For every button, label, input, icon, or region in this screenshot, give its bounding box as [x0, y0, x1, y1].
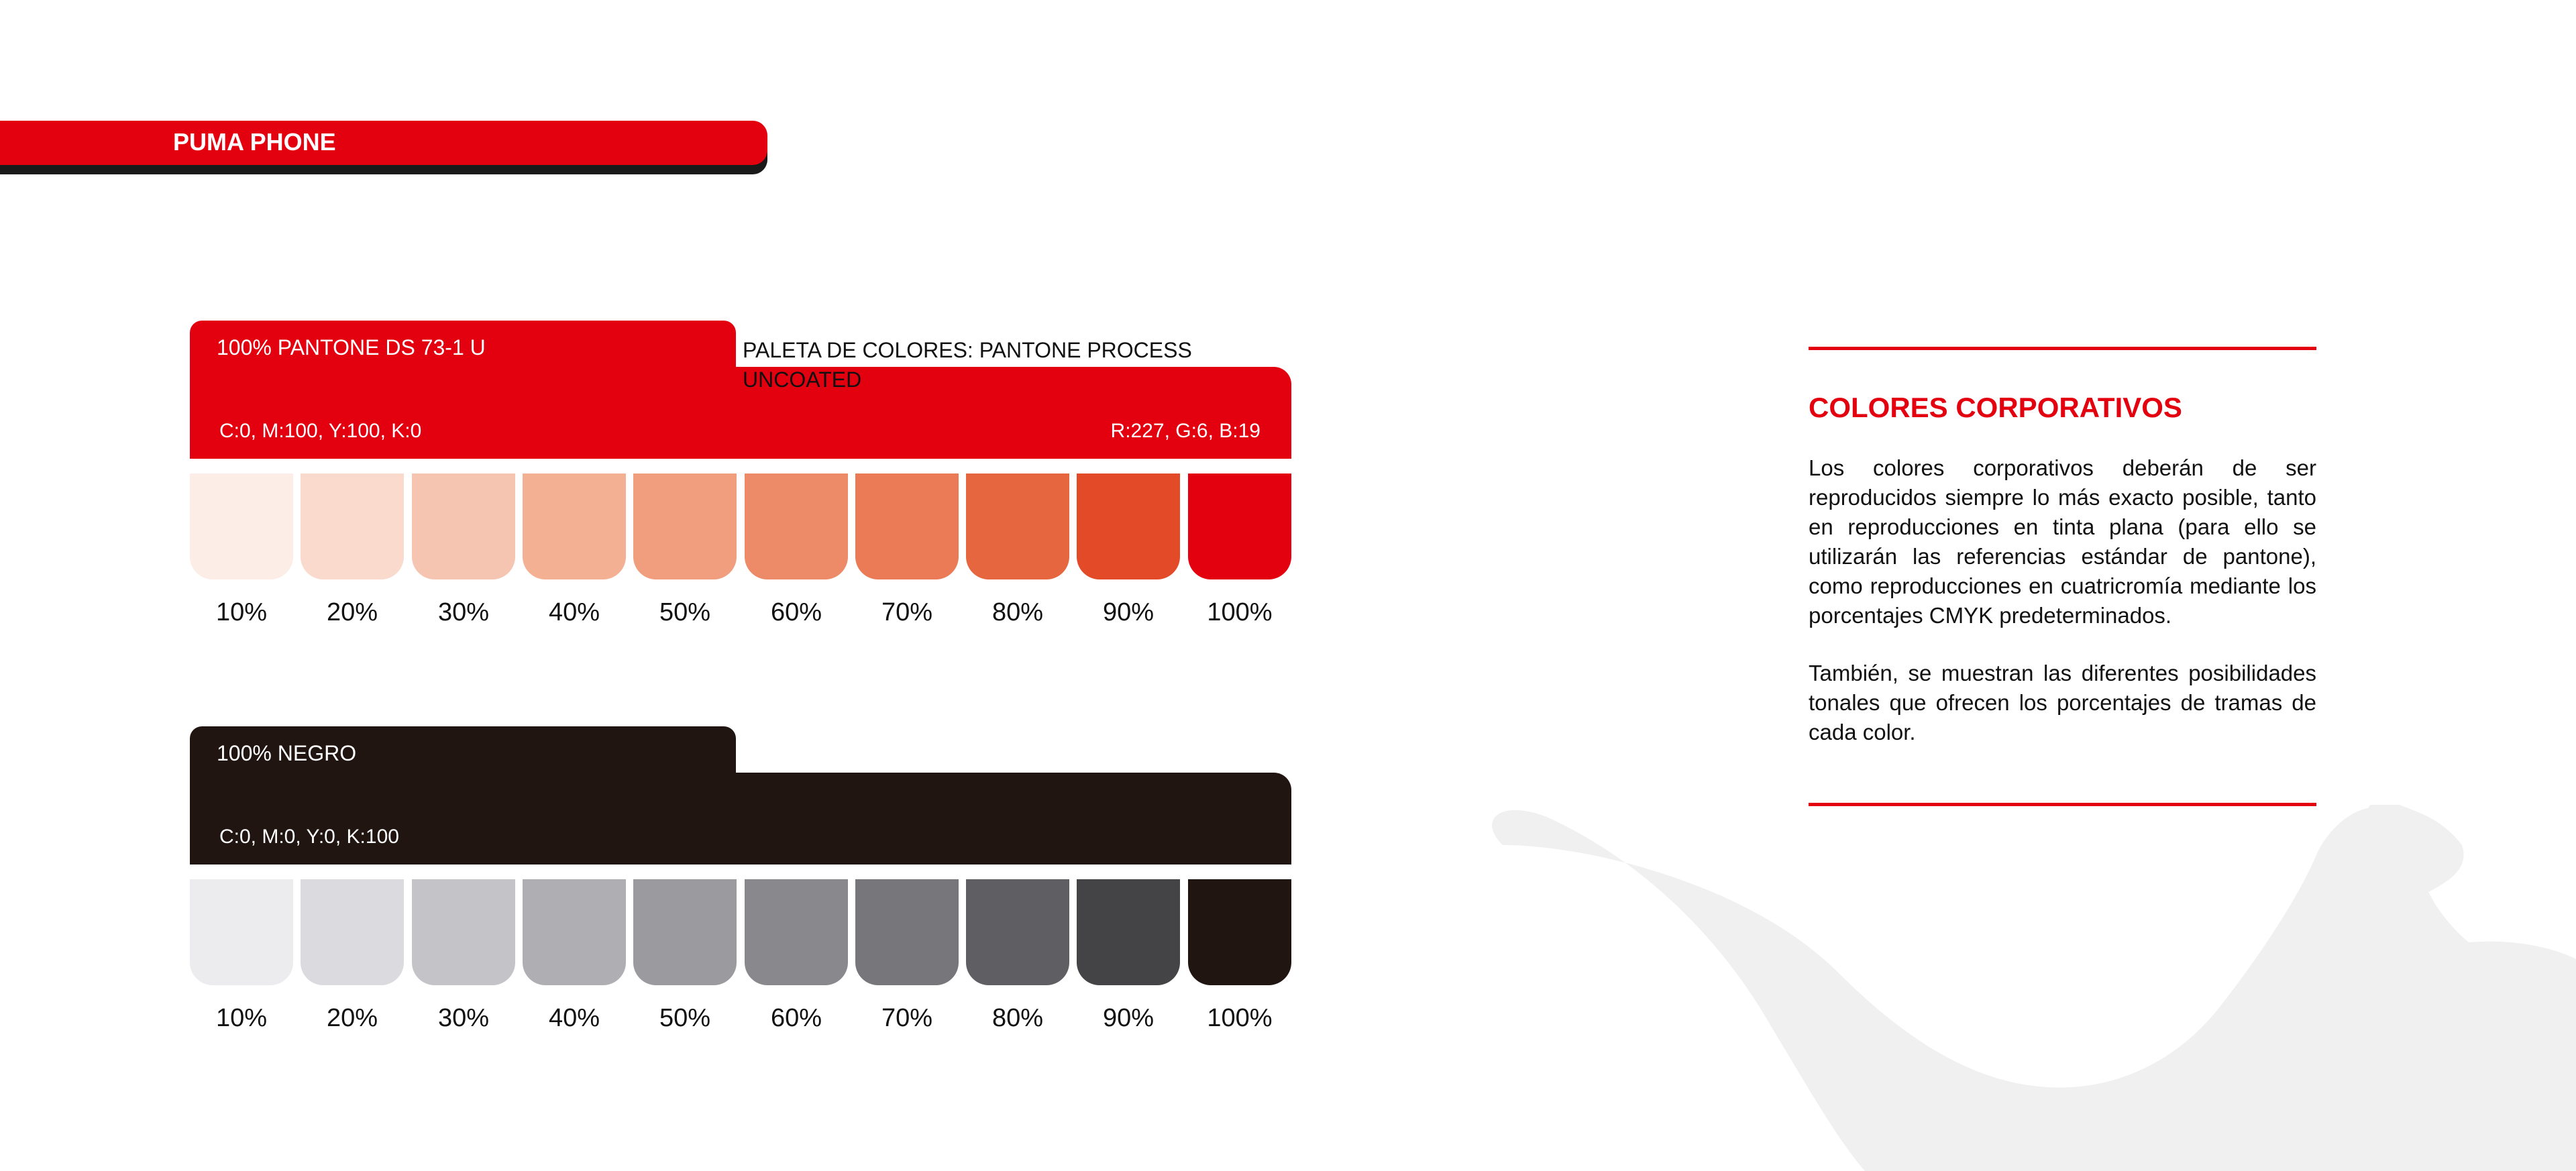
section-title: COLORES CORPORATIVOS	[1809, 392, 2182, 423]
color-swatch	[1077, 879, 1180, 985]
swatch-percentage-label: 100%	[1207, 1004, 1273, 1032]
black-panel-body	[190, 773, 1291, 865]
description-paragraph-1: Los colores corporativos deberán de ser …	[1809, 455, 2316, 628]
swatch-percentage-label: 40%	[548, 1004, 600, 1032]
color-swatch	[190, 879, 293, 985]
swatch-percentage-label: 50%	[659, 1004, 711, 1032]
red-cmyk-values: C:0, M:100, Y:100, K:0	[219, 420, 422, 442]
header-tab	[0, 121, 767, 165]
color-swatch	[412, 879, 515, 985]
black-panel-tab	[190, 726, 736, 780]
color-swatch	[301, 473, 404, 579]
swatch-percentage-label: 60%	[770, 1004, 822, 1032]
color-swatch	[1077, 473, 1180, 579]
color-swatch	[190, 473, 293, 579]
color-swatch	[745, 879, 848, 985]
color-swatch	[966, 879, 1069, 985]
swatch-percentage-label: 90%	[1102, 1004, 1155, 1032]
red-panel-tab	[190, 321, 736, 374]
swatch-percentage-label: 40%	[548, 598, 600, 626]
palette-title: PALETA DE COLORES: PANTONE PROCESS UNCOA…	[743, 338, 1192, 392]
color-swatch	[301, 879, 404, 985]
color-swatch	[523, 879, 626, 985]
black-panel-tab-label: 100% NEGRO	[217, 741, 357, 765]
color-swatch	[633, 879, 737, 985]
color-swatch	[745, 473, 848, 579]
swatch-percentage-label: 50%	[659, 598, 711, 626]
swatch-percentage-label: 20%	[326, 1004, 378, 1032]
red-color-panel: 100% PANTONE DS 73-1 U PALETA DE COLORES…	[190, 321, 1291, 643]
black-cmyk-values: C:0, M:0, Y:0, K:100	[219, 826, 399, 848]
swatch-percentage-label: 100%	[1207, 598, 1273, 626]
red-swatch-row	[190, 473, 1291, 581]
color-swatch	[855, 473, 959, 579]
bottom-divider	[1809, 803, 2316, 806]
swatch-percentage-label: 90%	[1102, 598, 1155, 626]
red-rgb-values: R:227, G:6, B:19	[1110, 420, 1260, 442]
swatch-percentage-label: 10%	[215, 1004, 268, 1032]
swatch-percentage-label: 70%	[881, 1004, 933, 1032]
red-panel-tab-label: 100% PANTONE DS 73-1 U	[217, 335, 486, 359]
color-swatch	[1188, 879, 1291, 985]
swatch-percentage-label: 70%	[881, 598, 933, 626]
swatch-percentage-label: 60%	[770, 598, 822, 626]
color-swatch	[1188, 473, 1291, 579]
black-swatch-row	[190, 879, 1291, 987]
color-swatch	[412, 473, 515, 579]
black-color-panel: 100% NEGRO C:0, M:0, Y:0, K:100 10% 20% 30…	[190, 726, 1291, 1048]
top-divider	[1809, 347, 2316, 350]
swatch-percentage-label: 30%	[437, 1004, 490, 1032]
swatch-percentage-label: 80%	[991, 598, 1044, 626]
header-title: PUMA PHONE	[173, 128, 336, 156]
swatch-percentage-label: 80%	[991, 1004, 1044, 1032]
color-swatch	[966, 473, 1069, 579]
color-swatch	[523, 473, 626, 579]
red-panel-body	[190, 367, 1291, 459]
description-paragraph-2: También, se muestran las diferentes posi…	[1809, 661, 2316, 744]
color-swatch	[633, 473, 737, 579]
swatch-percentage-label: 10%	[215, 598, 268, 626]
swatch-percentage-label: 30%	[437, 598, 490, 626]
puma-cat-icon	[1492, 805, 2576, 1171]
color-swatch	[855, 879, 959, 985]
swatch-percentage-label: 20%	[326, 598, 378, 626]
